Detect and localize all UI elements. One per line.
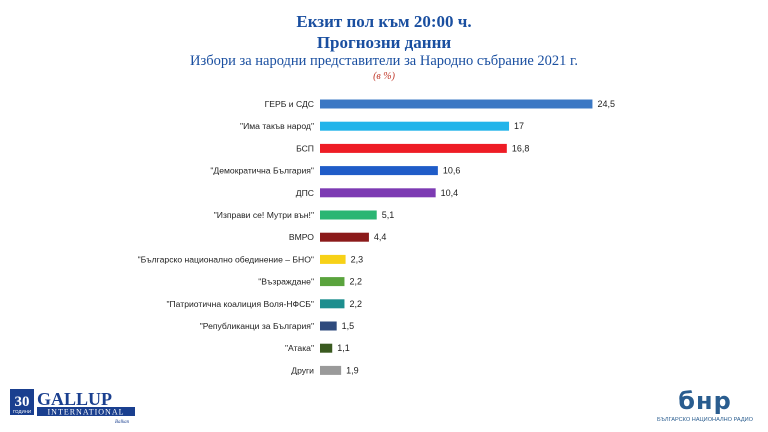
bar bbox=[320, 121, 510, 131]
bar bbox=[320, 299, 345, 309]
category-label: "Възраждане" bbox=[258, 277, 314, 287]
gallup-sub: INTERNATIONAL bbox=[48, 408, 125, 417]
category-label: ГЕРБ и СДС bbox=[265, 99, 314, 109]
value-label: 2,3 bbox=[351, 254, 364, 264]
bar bbox=[320, 210, 377, 220]
value-label: 2,2 bbox=[349, 277, 362, 287]
bar bbox=[320, 166, 438, 176]
category-label: "Изправи се! Мутри вън!" bbox=[214, 210, 314, 220]
value-label: 17 bbox=[514, 121, 524, 131]
category-label: "Българско национално обединение – БНО" bbox=[138, 254, 314, 264]
category-label: "Патриотична коалиция Воля-НФСБ" bbox=[166, 299, 314, 309]
chart-title: Екзит пол към 20:00 ч. bbox=[296, 12, 472, 31]
gallup-years: 30 bbox=[15, 394, 30, 410]
bar bbox=[320, 188, 436, 198]
category-label: "Демократична България" bbox=[210, 166, 314, 176]
bar bbox=[320, 232, 369, 242]
bar bbox=[320, 254, 346, 264]
gallup-name: GALLUP bbox=[37, 389, 112, 409]
bar bbox=[320, 99, 593, 109]
value-label: 16,8 bbox=[512, 143, 530, 153]
gallup-years-box bbox=[10, 389, 34, 415]
value-label: 24,5 bbox=[597, 99, 615, 109]
gallup-international-logo: 30 ГОДИНИ GALLUP INTERNATIONAL Balkan bbox=[10, 389, 135, 425]
chart-subtitle-election: Избори за народни представители за Народ… bbox=[190, 53, 578, 69]
bar bbox=[320, 143, 507, 153]
value-label: 1,5 bbox=[342, 321, 355, 331]
category-label: ДПС bbox=[296, 188, 314, 198]
bnr-logo: бнр БЪЛГАРСКО НАЦИОНАЛНО РАДИО bbox=[657, 387, 754, 423]
gallup-sub-band bbox=[37, 407, 135, 416]
value-label: 2,2 bbox=[349, 299, 362, 309]
value-label: 4,4 bbox=[374, 232, 387, 242]
category-label: БСП bbox=[296, 143, 314, 153]
value-label: 1,9 bbox=[346, 365, 359, 375]
category-label: "Има такъв народ" bbox=[240, 121, 314, 131]
bnr-mark: бнр bbox=[678, 387, 732, 415]
value-label: 5,1 bbox=[382, 210, 395, 220]
value-label: 10,6 bbox=[443, 166, 461, 176]
unit-note: (в %) bbox=[373, 71, 395, 82]
value-label: 10,4 bbox=[441, 188, 459, 198]
bar bbox=[320, 321, 337, 331]
category-label: ВМРО bbox=[289, 232, 314, 242]
bar bbox=[320, 277, 345, 287]
chart-subtitle: Прогнозни данни bbox=[316, 33, 452, 52]
value-label: 1,1 bbox=[337, 343, 350, 353]
category-label: Други bbox=[291, 365, 314, 375]
bnr-name: БЪЛГАРСКО НАЦИОНАЛНО РАДИО bbox=[657, 417, 754, 423]
gallup-years-word: ГОДИНИ bbox=[13, 409, 31, 414]
bar bbox=[320, 365, 342, 375]
gallup-region: Balkan bbox=[115, 420, 130, 425]
category-label: "Републиканци за България" bbox=[200, 321, 314, 331]
bar bbox=[320, 343, 333, 353]
category-label: "Атака" bbox=[285, 343, 314, 353]
